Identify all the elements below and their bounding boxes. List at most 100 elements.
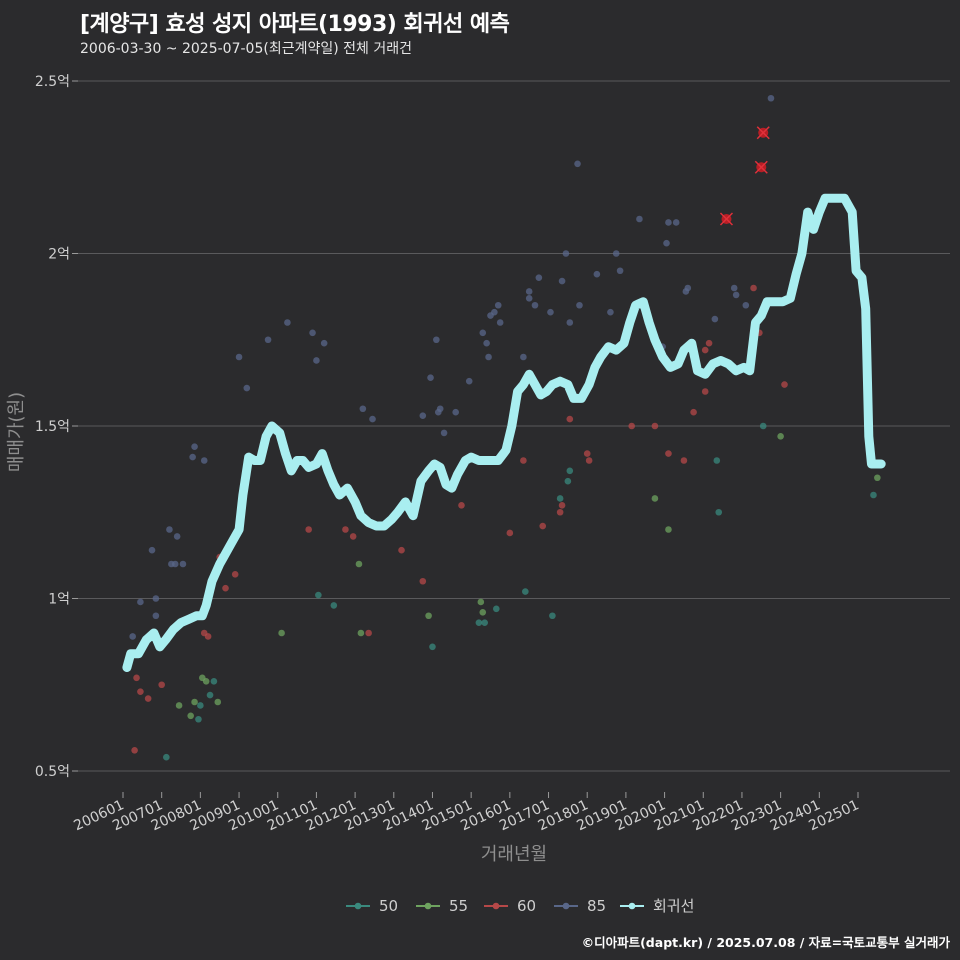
data-point-85: [235, 353, 243, 361]
data-point-85: [427, 374, 434, 382]
data-point-60: [506, 529, 514, 537]
legend-swatch-dot: [354, 902, 362, 910]
legend-item-회귀선: 회귀선: [620, 897, 694, 915]
data-point-60: [158, 681, 165, 689]
data-point-85: [558, 277, 566, 285]
data-point-85: [562, 250, 570, 257]
data-point-60: [131, 747, 138, 754]
legend-item-50: 50: [346, 897, 398, 915]
data-point-85: [166, 526, 173, 533]
data-point-50: [195, 715, 202, 723]
data-point-50: [870, 491, 877, 499]
data-point-85: [520, 353, 527, 361]
data-point-60: [204, 633, 212, 640]
data-point-50: [493, 605, 500, 613]
outlier-cross: [754, 160, 768, 174]
data-point-85: [566, 319, 574, 326]
data-point-60: [342, 526, 349, 533]
outlier-markers: [719, 126, 770, 226]
y-axis-ticks: 0.5억 1억 1.5억 2억 2.5억: [35, 74, 78, 780]
data-point-85: [531, 301, 539, 309]
data-point-55: [175, 702, 183, 709]
regression-line-path: [122, 193, 886, 672]
legend-swatch-dot: [628, 902, 636, 910]
legend-label: 85: [587, 897, 606, 915]
data-point-85: [730, 284, 738, 292]
data-point-60: [690, 408, 697, 416]
data-point-55: [191, 698, 198, 706]
data-point-85: [452, 408, 459, 416]
data-point-60: [556, 508, 564, 516]
legend-item-55: 55: [416, 897, 468, 915]
data-point-85: [313, 357, 320, 364]
data-point-85: [593, 270, 601, 278]
data-point-50: [556, 495, 564, 502]
data-point-60: [628, 422, 635, 430]
outlier-cross: [719, 212, 734, 226]
data-point-55: [357, 629, 365, 637]
data-point-85: [496, 319, 504, 326]
data-point-60: [144, 695, 152, 702]
legend-label: 55: [449, 897, 468, 915]
data-point-60: [583, 450, 591, 457]
data-point-85: [574, 160, 581, 168]
data-point-55: [278, 629, 285, 637]
data-point-85: [491, 308, 498, 316]
data-point-85: [483, 339, 490, 347]
y-tick-label: 1억: [48, 592, 70, 608]
legend-item-60: 60: [484, 897, 536, 915]
data-point-60: [398, 546, 405, 554]
data-point-55: [665, 526, 672, 533]
data-point-50: [481, 619, 488, 626]
data-point-55: [202, 678, 210, 685]
data-point-85: [433, 336, 440, 344]
data-point-85: [189, 453, 196, 461]
regression-line: [122, 193, 886, 672]
data-point-85: [171, 560, 179, 568]
data-point-55: [425, 612, 432, 620]
data-point-50: [759, 422, 767, 430]
data-point-85: [129, 633, 136, 640]
data-point-50: [330, 602, 338, 609]
data-point-60: [701, 346, 709, 354]
data-point-85: [359, 405, 367, 413]
outlier-marker: [756, 126, 770, 140]
data-point-60: [701, 388, 709, 395]
legend-swatch-dot: [562, 902, 570, 910]
y-axis-label: 매매가(원): [6, 392, 27, 472]
data-point-50: [429, 643, 436, 651]
data-point-85: [440, 429, 448, 437]
data-point-60: [585, 457, 593, 464]
data-point-50: [163, 753, 170, 761]
legend-swatch-dot: [424, 902, 432, 910]
data-point-85: [479, 329, 487, 337]
outlier-marker: [754, 160, 768, 174]
data-point-85: [173, 533, 181, 540]
data-point-50: [197, 702, 204, 709]
data-point-60: [419, 577, 427, 585]
data-point-85: [191, 443, 198, 451]
data-point-60: [231, 571, 239, 578]
data-point-85: [576, 301, 583, 309]
data-point-55: [187, 712, 194, 720]
data-point-55: [477, 598, 485, 606]
data-point-85: [148, 546, 156, 554]
data-point-60: [750, 284, 757, 292]
data-point-85: [663, 239, 670, 247]
y-tick-label: 2.5억: [35, 74, 70, 90]
data-point-50: [475, 619, 483, 626]
x-axis-label: 거래년월: [481, 844, 547, 865]
data-point-85: [179, 560, 187, 568]
data-point-85: [672, 219, 680, 226]
data-point-85: [742, 301, 750, 309]
data-point-85: [607, 308, 614, 316]
data-point-50: [206, 691, 214, 699]
data-point-55: [214, 698, 222, 706]
data-point-85: [485, 353, 492, 361]
data-point-85: [616, 267, 624, 275]
data-point-85: [665, 219, 672, 226]
data-point-85: [436, 405, 444, 413]
legend-item-85: 85: [554, 897, 606, 915]
data-point-50: [210, 678, 218, 685]
